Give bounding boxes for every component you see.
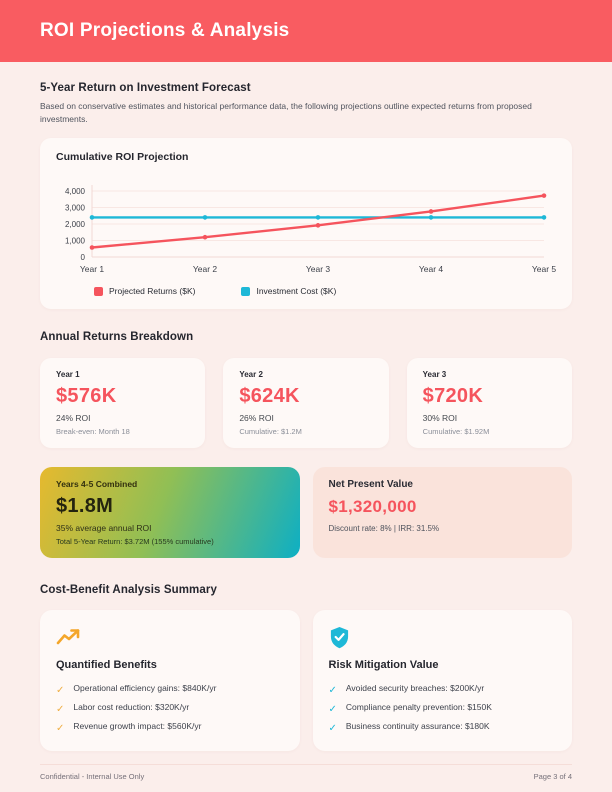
benefits-list: ✓ Operational efficiency gains: $840K/yr … (56, 678, 284, 735)
check-icon: ✓ (328, 722, 337, 734)
svg-text:Year 3: Year 3 (306, 264, 331, 274)
card-label: Years 4-5 Combined (56, 479, 138, 490)
svg-text:Year 5: Year 5 (532, 264, 556, 274)
card-value: $576K (56, 385, 117, 408)
chart-legend: Projected Returns ($K) Investment Cost (… (94, 286, 556, 296)
legend-label: Projected Returns ($K) (109, 286, 196, 297)
check-icon: ✓ (328, 703, 337, 715)
card-label: Year 3 (422, 370, 447, 380)
list-item: ✓ Business continuity assurance: $180K (328, 720, 490, 734)
card-label: Year 1 (56, 370, 80, 380)
risk-list: ✓ Avoided security breaches: $200K/yr ✓ Co… (329, 678, 557, 735)
annual-cards-row: Year 1 $576K 24% ROI Break-even: Month 1… (40, 358, 572, 449)
page-header: ROI Projections & Analysis (0, 0, 612, 62)
card-value: $624K (239, 385, 300, 408)
page-number: Page 3 of 4 (533, 772, 572, 781)
card-label: Year 2 (239, 370, 263, 380)
legend-item-investment-cost: Investment Cost ($K) (241, 286, 336, 296)
svg-text:3,000: 3,000 (65, 204, 86, 213)
confidential-label: Confidential - Internal Use Only (40, 772, 145, 781)
svg-text:Year 2: Year 2 (193, 264, 218, 274)
check-icon: ✓ (56, 722, 65, 734)
legend-item-projected-returns: Projected Returns ($K) (94, 286, 195, 296)
svg-text:0: 0 (81, 253, 86, 262)
cost-benefit-cards-row: Quantified Benefits ✓ Operational efficie… (40, 610, 572, 752)
year1-card: Year 1 $576K 24% ROI Break-even: Month 1… (40, 358, 206, 449)
svg-text:1,000: 1,000 (65, 237, 86, 246)
years4-5-combined-card: Years 4-5 Combined $1.8M 35% average ann… (40, 467, 300, 559)
roi-line-chart: 0 1,000 2,000 3,000 4,000 Year 1 Year 2 Year 3 Y… (65, 185, 556, 274)
risk-mitigation-card: Risk Mitigation Value ✓ Avoided security … (312, 610, 572, 752)
svg-text:Year 4: Year 4 (419, 264, 444, 274)
investment-cost-swatch (241, 286, 251, 296)
svg-text:Year 1: Year 1 (80, 264, 105, 274)
check-icon: ✓ (328, 684, 337, 696)
summary-cards-row: Years 4-5 Combined $1.8M 35% average ann… (40, 467, 572, 559)
shield-check-icon (329, 626, 557, 649)
svg-text:2,000: 2,000 (65, 220, 86, 229)
annual-returns-heading: Annual Returns Breakdown (40, 331, 194, 344)
cost-benefit-heading: Cost-Benefit Analysis Summary (40, 584, 217, 597)
card-title: Risk Mitigation Value (328, 659, 439, 672)
list-item: ✓ Compliance penalty prevention: $150K (328, 701, 492, 715)
check-icon: ✓ (56, 703, 65, 715)
quantified-benefits-card: Quantified Benefits ✓ Operational efficie… (40, 610, 300, 752)
card-roi: 30% ROI (422, 413, 458, 424)
chart-title: Cumulative ROI Projection (56, 151, 189, 164)
card-roi: 24% ROI (56, 413, 91, 424)
card-note: Cumulative: $1.92M (422, 427, 490, 437)
list-item: ✓ Operational efficiency gains: $840K/yr (56, 682, 217, 696)
list-item: ✓ Revenue growth impact: $560K/yr (56, 720, 202, 734)
net-present-value-card: Net Present Value $1,320,000 Discount ra… (312, 467, 572, 559)
trending-up-icon (56, 626, 284, 648)
check-icon: ✓ (56, 684, 65, 696)
card-title: Quantified Benefits (56, 659, 157, 672)
page-content: 5-Year Return on Investment Forecast Bas… (0, 82, 612, 752)
roi-chart-card: Cumulative ROI Projection 0 1,000 2,000 3,0… (40, 138, 572, 310)
card-roi: 26% ROI (239, 413, 274, 424)
year2-card: Year 2 $624K 26% ROI Cumulative: $1.2M (223, 358, 389, 449)
page-footer: Confidential - Internal Use Only Page 3 … (40, 764, 572, 781)
legend-label: Investment Cost ($K) (256, 286, 337, 297)
card-value: $1,320,000 (328, 497, 417, 517)
card-note: Total 5-Year Return: $3.72M (155% cumula… (56, 537, 214, 547)
card-roi: 35% average annual ROI (56, 523, 152, 534)
forecast-description: Based on conservative estimates and hist… (40, 101, 532, 125)
card-value: $1.8M (56, 495, 114, 518)
card-note: Cumulative: $1.2M (239, 427, 302, 437)
forecast-heading: 5-Year Return on Investment Forecast (40, 82, 251, 94)
list-item: ✓ Avoided security breaches: $200K/yr (328, 682, 485, 696)
card-note: Discount rate: 8% | IRR: 31.5% (328, 524, 440, 534)
page-title: ROI Projections & Analysis (40, 20, 290, 41)
card-value: $720K (422, 385, 484, 408)
projected-returns-swatch (94, 286, 103, 296)
card-label: Net Present Value (328, 479, 413, 491)
list-item: ✓ Labor cost reduction: $320K/yr (56, 701, 190, 715)
svg-text:4,000: 4,000 (65, 187, 86, 196)
card-note: Break-even: Month 18 (56, 427, 130, 437)
year3-card: Year 3 $720K 30% ROI Cumulative: $1.92M (406, 358, 572, 449)
